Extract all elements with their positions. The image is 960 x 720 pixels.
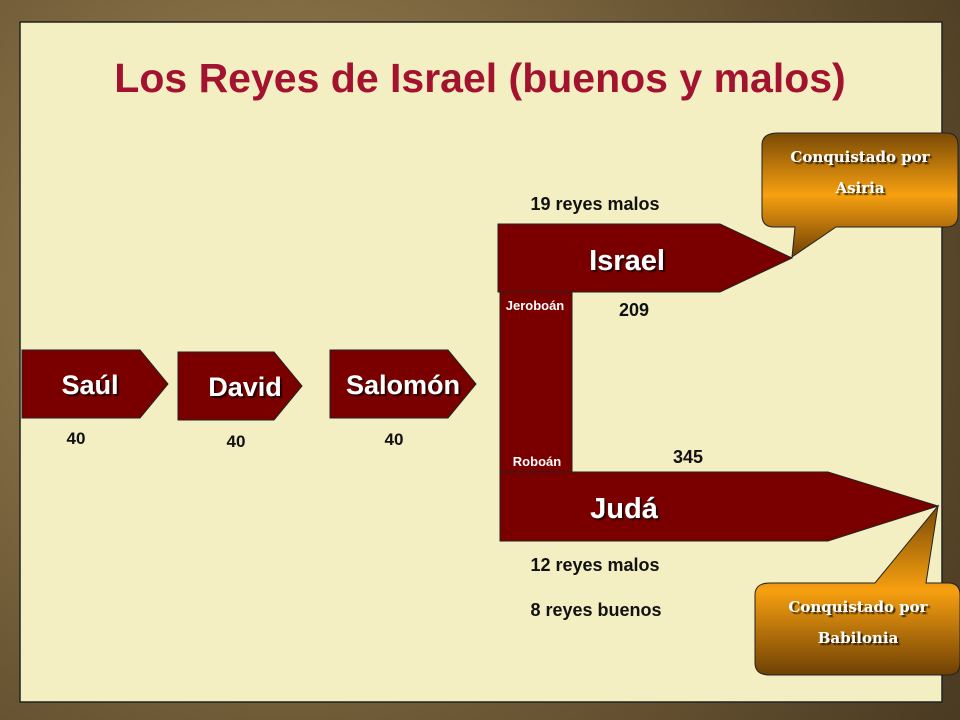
king-years: 40 — [227, 432, 246, 451]
juda-label: Judá — [590, 493, 659, 525]
slide-title: Los Reyes de Israel (buenos y malos) — [114, 55, 845, 101]
juda-years: 345 — [673, 447, 703, 467]
israel-label: Israel — [589, 245, 665, 277]
juda-summary-bad: 12 reyes malos — [530, 555, 659, 575]
juda-founder: Roboán — [513, 454, 561, 469]
king-years: 40 — [67, 429, 86, 448]
callout-line: Conquistado por — [788, 598, 928, 616]
callout-line: Conquistado por — [790, 148, 930, 166]
division-bar — [499, 291, 573, 473]
callout-asiria: Conquistado por Asiria — [761, 132, 959, 259]
king-label: Saúl — [61, 370, 118, 400]
israel-years: 209 — [619, 300, 649, 320]
king-saul: Saúl 40 — [21, 349, 169, 448]
king-label: David — [208, 372, 282, 402]
king-david: David 40 — [177, 351, 303, 451]
juda-summary-good: 8 reyes buenos — [530, 600, 661, 620]
kingdom-juda: Judá Roboán 345 12 reyes malos 8 reyes b… — [499, 447, 940, 620]
kingdom-israel: Israel Jeroboán 209 19 reyes malos — [497, 194, 794, 320]
king-salomon: Salomón 40 — [329, 349, 477, 449]
callout-babilonia: Conquistado por Babilonia — [754, 504, 960, 676]
king-label: Salomón — [346, 370, 460, 400]
israel-founder: Jeroboán — [506, 298, 565, 313]
israel-summary: 19 reyes malos — [530, 194, 659, 214]
callout-line: Asiria — [834, 179, 884, 197]
callout-line: Babilonia — [818, 629, 899, 647]
king-years: 40 — [385, 430, 404, 449]
